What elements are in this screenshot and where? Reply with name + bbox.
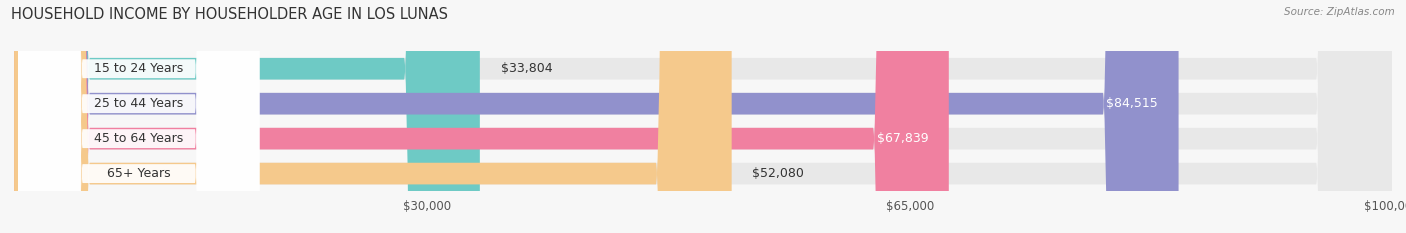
FancyBboxPatch shape — [18, 0, 259, 233]
Text: 25 to 44 Years: 25 to 44 Years — [94, 97, 183, 110]
FancyBboxPatch shape — [14, 0, 731, 233]
Text: $33,804: $33,804 — [501, 62, 553, 75]
Text: $67,839: $67,839 — [876, 132, 928, 145]
FancyBboxPatch shape — [14, 0, 949, 233]
Text: $52,080: $52,080 — [752, 167, 804, 180]
FancyBboxPatch shape — [14, 0, 1178, 233]
FancyBboxPatch shape — [18, 0, 259, 233]
Text: 45 to 64 Years: 45 to 64 Years — [94, 132, 183, 145]
FancyBboxPatch shape — [14, 0, 479, 233]
FancyBboxPatch shape — [14, 0, 1392, 233]
Text: Source: ZipAtlas.com: Source: ZipAtlas.com — [1284, 7, 1395, 17]
Text: HOUSEHOLD INCOME BY HOUSEHOLDER AGE IN LOS LUNAS: HOUSEHOLD INCOME BY HOUSEHOLDER AGE IN L… — [11, 7, 449, 22]
Text: $84,515: $84,515 — [1107, 97, 1159, 110]
FancyBboxPatch shape — [18, 0, 259, 233]
FancyBboxPatch shape — [14, 0, 1392, 233]
Text: 65+ Years: 65+ Years — [107, 167, 170, 180]
Text: 15 to 24 Years: 15 to 24 Years — [94, 62, 183, 75]
FancyBboxPatch shape — [14, 0, 1392, 233]
FancyBboxPatch shape — [18, 0, 259, 233]
FancyBboxPatch shape — [14, 0, 1392, 233]
